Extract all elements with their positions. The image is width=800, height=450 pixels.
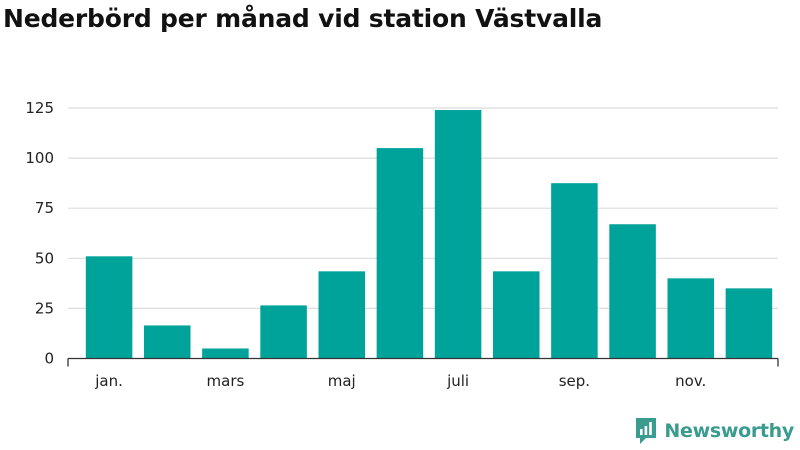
bar-mars — [202, 348, 249, 359]
bar-juni — [376, 148, 424, 359]
bar-dec — [725, 288, 773, 359]
x-tick-label: mars — [207, 372, 245, 390]
y-tick-label: 25 — [35, 299, 54, 317]
x-tick-label: sep. — [559, 372, 590, 390]
bar-nov — [667, 278, 715, 359]
bar-apr — [260, 305, 307, 359]
y-tick-label: 75 — [35, 199, 54, 217]
x-tick-label: jan. — [94, 372, 123, 390]
y-tick-label: 100 — [25, 149, 54, 167]
brand-name: Newsworthy — [664, 420, 794, 442]
y-tick-label: 0 — [44, 350, 54, 368]
y-tick-label: 125 — [25, 99, 54, 117]
bar-maj — [318, 271, 366, 359]
bar-feb — [143, 325, 191, 359]
bar-juli — [434, 110, 482, 359]
bar-aug — [492, 271, 540, 359]
chart-title: Nederbörd per månad vid station Västvall… — [3, 4, 603, 33]
y-tick-label: 50 — [35, 249, 54, 267]
x-tick-label: juli — [446, 372, 469, 390]
bar-jan — [85, 256, 133, 359]
newsworthy-logo-icon — [636, 418, 657, 444]
brand-logo: Newsworthy — [634, 417, 794, 445]
x-tick-label: maj — [328, 372, 356, 390]
bar-sep — [551, 183, 598, 359]
bar-okt — [609, 224, 656, 359]
x-tick-label: nov. — [675, 372, 706, 390]
